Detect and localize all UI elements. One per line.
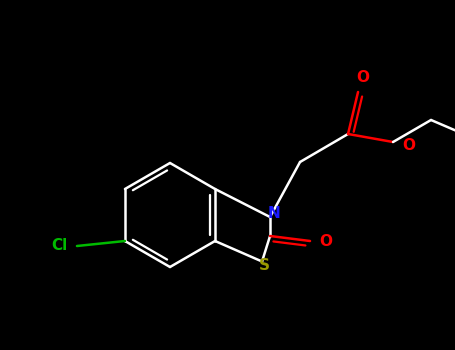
Text: O: O	[403, 139, 415, 154]
Text: Cl: Cl	[51, 238, 67, 253]
Text: O: O	[357, 70, 369, 85]
Text: S: S	[258, 258, 269, 273]
Text: N: N	[268, 205, 280, 220]
Text: O: O	[319, 233, 333, 248]
